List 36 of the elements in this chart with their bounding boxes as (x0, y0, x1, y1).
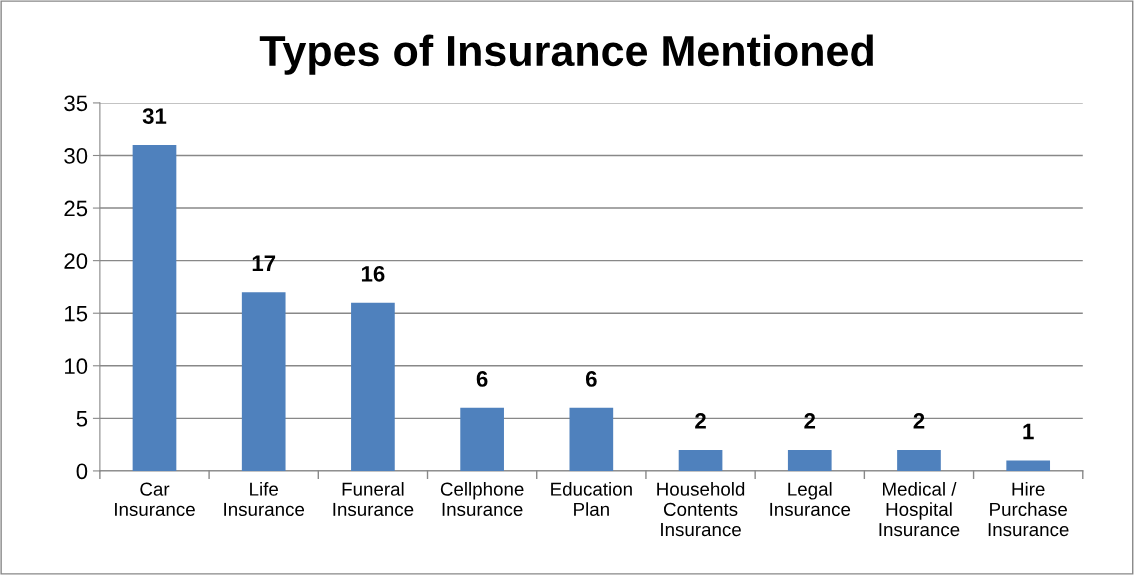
x-tick-label: Funeral Insurance (333, 482, 414, 516)
bar (241, 292, 286, 471)
x-tick-label: Cellphone Insurance (440, 482, 524, 516)
y-tick-label: 5 (76, 411, 88, 427)
x-tick-label: Legal Insurance (770, 482, 851, 516)
x-tick-label: Car Insurance (115, 482, 195, 516)
data-label: 6 (585, 371, 597, 387)
bar (132, 144, 177, 471)
x-tick-label: Education Plan (551, 482, 632, 516)
data-label: 6 (476, 371, 488, 387)
bar (1006, 460, 1051, 471)
bar (678, 449, 723, 471)
y-tick-label: 30 (64, 148, 88, 164)
data-label: 1 (1023, 423, 1034, 440)
y-tick-label: 20 (64, 253, 88, 269)
x-tick-label: Life Insurance (224, 482, 305, 516)
data-label: 2 (913, 413, 925, 429)
y-tick-label: 25 (64, 200, 88, 217)
data-label: 31 (142, 108, 167, 124)
x-tick-label: Hire Purchase Insurance (988, 482, 1069, 537)
bar (351, 302, 395, 471)
y-tick-label: 0 (76, 463, 88, 480)
bar (460, 407, 504, 471)
y-tick-label: 15 (65, 305, 88, 322)
bar (569, 407, 614, 471)
data-label: 2 (695, 413, 706, 429)
y-tick-label: 10 (65, 358, 88, 375)
bar (787, 449, 832, 471)
x-tick-label: Medical / Hospital Insurance (879, 482, 960, 537)
bar (897, 449, 941, 471)
x-tick-label: Household Contents Insurance (657, 482, 745, 537)
data-label: 2 (804, 413, 816, 429)
data-label: 16 (361, 265, 385, 282)
y-tick-label: 35 (64, 95, 88, 112)
chart-title: Types of Insurance Mentioned (259, 34, 873, 75)
data-label: 17 (252, 255, 276, 271)
